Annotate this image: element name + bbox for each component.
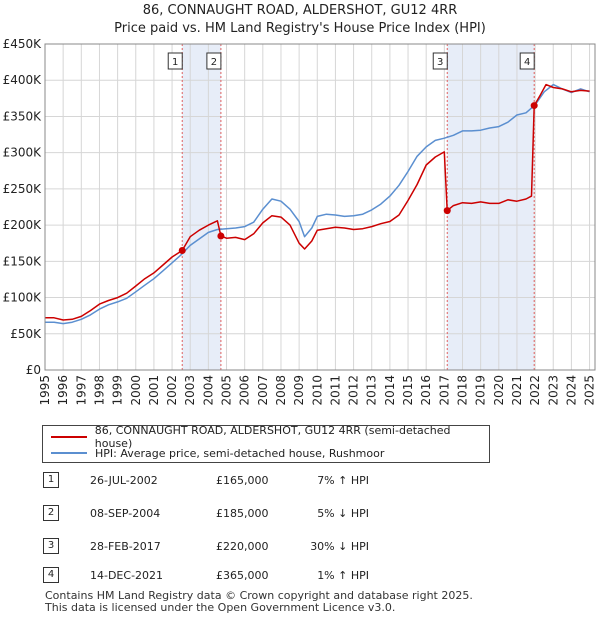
sale-number-label: 2 [211,57,217,68]
sale-number-box [206,52,222,70]
sale-price: £185,000 [216,507,269,520]
x-tick-label: 2004 [201,375,215,406]
y-tick-label: £350K [3,109,43,123]
sale-number-box [519,52,535,70]
sale-number-badge: 2 [43,505,59,521]
x-tick-label: 2000 [129,375,143,406]
x-tick-label: 2011 [328,375,342,406]
legend-item-hpi: HPI: Average price, semi-detached house,… [51,445,384,461]
x-tick-label: 2016 [419,375,433,406]
footer-attribution: Contains HM Land Registry data © Crown c… [45,590,473,614]
sale-point [178,246,186,254]
chart-title-line2: Price paid vs. HM Land Registry's House … [114,21,486,36]
y-tick-label: £150K [3,254,43,268]
x-tick-label: 1998 [92,375,106,406]
sale-hpi-diff: 7% ↑ HPI [317,474,369,487]
sale-number-badge: 3 [43,538,59,554]
x-tick-label: 2022 [528,375,542,406]
x-tick-label: 2010 [310,375,324,406]
y-tick-label: £100K [3,291,43,305]
sale-price: £165,000 [216,474,269,487]
x-tick-label: 2025 [583,375,597,406]
legend-item-property: 86, CONNAUGHT ROAD, ALDERSHOT, GU12 4RR … [51,424,489,450]
chart-title-line1: 86, CONNAUGHT ROAD, ALDERSHOT, GU12 4RR [142,3,458,18]
sale-point [530,102,538,110]
x-tick-label: 2006 [238,375,252,406]
property-price-line [45,83,590,321]
footer-licence: This data is licensed under the Open Gov… [45,601,396,614]
sale-date: 26-JUL-2002 [90,474,158,487]
table-row: 2 08-SEP-2004 £185,000 5% ↓ HPI [40,505,380,523]
sale-number-label: 3 [437,57,443,68]
x-tick-label: 2024 [564,375,578,406]
x-tick-label: 2015 [401,375,415,406]
sale-hpi-diff: 1% ↑ HPI [317,569,369,582]
x-tick-label: 1996 [56,375,70,406]
y-tick-label: £50K [10,327,42,341]
legend-label-property: 86, CONNAUGHT ROAD, ALDERSHOT, GU12 4RR … [94,424,451,450]
y-tick-label: £450K [3,37,43,51]
legend-label-hpi: HPI: Average price, semi-detached house,… [95,446,385,460]
sale-hpi-diff: 30% ↓ HPI [310,540,369,553]
x-tick-label: 2013 [365,375,379,406]
table-row: 3 28-FEB-2017 £220,000 30% ↓ HPI [40,538,380,556]
x-tick-label: 2008 [274,375,288,406]
sale-number-label: 1 [172,57,178,68]
y-tick-label: £0 [26,363,41,377]
sale-hpi-diff: 5% ↓ HPI [317,507,369,520]
x-tick-label: 2021 [510,375,524,406]
y-tick-label: £200K [3,218,43,232]
x-tick-label: 2007 [256,375,270,406]
x-tick-label: 2018 [455,375,469,406]
x-tick-label: 2002 [165,375,179,406]
x-tick-label: 2017 [437,375,451,406]
sale-date: 08-SEP-2004 [90,507,161,520]
sale-date: 28-FEB-2017 [90,540,161,553]
plot-frame [44,43,596,371]
x-tick-label: 2014 [383,375,397,406]
table-row: 1 26-JUL-2002 £165,000 7% ↑ HPI [40,472,380,490]
sale-point [443,207,451,215]
x-tick-label: 1995 [38,375,52,406]
x-tick-label: 1999 [111,375,125,406]
x-tick-label: 1997 [74,375,88,406]
sale-price: £365,000 [216,569,269,582]
x-tick-label: 2019 [474,375,488,406]
sale-number-badge: 1 [43,472,59,488]
x-tick-label: 2005 [220,375,234,406]
x-tick-label: 2003 [183,375,197,406]
y-tick-label: £250K [3,182,43,196]
sale-number-badge: 4 [43,567,59,583]
sale-number-label: 4 [524,57,530,68]
chart-legend: 86, CONNAUGHT ROAD, ALDERSHOT, GU12 4RR … [42,424,490,463]
y-tick-label: £300K [3,146,43,160]
legend-swatch-hpi [51,452,87,454]
y-tick-label: £400K [3,73,43,87]
table-row: 4 14-DEC-2021 £365,000 1% ↑ HPI [40,567,380,585]
sale-number-box [167,52,183,70]
x-tick-label: 2020 [492,375,506,406]
hpi-line [45,83,590,325]
sale-number-box [432,52,448,70]
x-tick-label: 2001 [147,375,161,406]
x-tick-label: 2009 [292,375,306,406]
sale-price: £220,000 [216,540,269,553]
x-tick-label: 2023 [546,375,560,406]
shaded-period [447,44,535,370]
sale-point [217,232,225,240]
legend-swatch-property [51,436,87,438]
shaded-period [182,44,221,370]
x-tick-label: 2012 [347,375,361,406]
footer-copyright: Contains HM Land Registry data © Crown c… [45,589,473,602]
price-chart: £0 £50K £100K £150K £200K £250K £300K £350K £400… [3,37,597,406]
sale-date: 14-DEC-2021 [90,569,164,582]
